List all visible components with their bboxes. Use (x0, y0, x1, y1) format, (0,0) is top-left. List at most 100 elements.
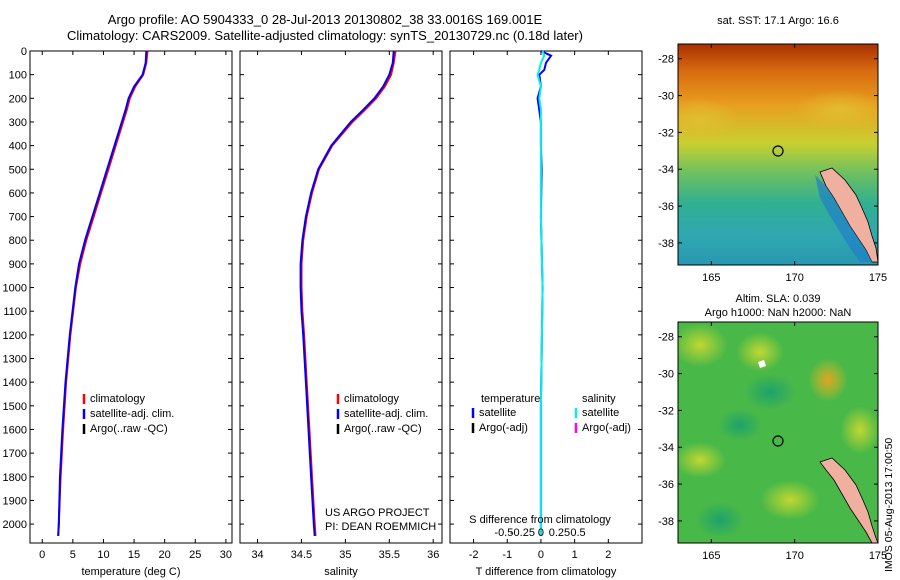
top-x-axis-label: S difference from climatology (469, 514, 611, 526)
x-tick-label: 10 (97, 549, 109, 561)
x-tick-label: 0 (39, 549, 45, 561)
salinity-difference-legend-label: Argo(-adj) (582, 422, 631, 434)
temperature-panel-frame (29, 50, 233, 544)
title-line-2: Climatology: CARS2009. Satellite-adjuste… (67, 28, 583, 43)
series-line (536, 50, 553, 536)
sla-map-cool-patch (696, 502, 744, 538)
x-tick-label: 20 (159, 549, 171, 561)
map-x-tick-label: 175 (869, 550, 887, 562)
y-tick-label: 0 (21, 46, 27, 58)
temperature-difference-legend-label: satellite (479, 407, 516, 419)
salinity-difference-legend-label: satellite (582, 407, 619, 419)
sla-map-white-patch (758, 360, 766, 368)
map-y-tick-label: -32 (658, 405, 674, 417)
salinity-legend-label: Argo(..raw -QC) (344, 423, 422, 435)
y-tick-label: 200 (9, 93, 27, 105)
y-tick-label: 500 (9, 164, 27, 176)
y-tick-label: 1300 (3, 354, 27, 366)
sla-map-cool-patch (718, 409, 762, 441)
map-title: Altim. SLA: 0.039 (736, 293, 821, 305)
top-x-tick-label: -0.5 (494, 527, 513, 539)
x-axis-label: salinity (324, 566, 358, 578)
x-tick-label: 35.5 (379, 549, 400, 561)
map-x-tick-label: 165 (702, 272, 720, 284)
temperature-legend-label: climatology (90, 393, 146, 405)
map-y-tick-label: -36 (658, 201, 674, 213)
temperature-legend-label: Argo(..raw -QC) (90, 423, 168, 435)
sla-map-coastline (819, 457, 878, 543)
chart-marks: 0100200300400500600700800900100011001200… (3, 15, 888, 578)
series-line (57, 50, 148, 536)
difference-panel-frame (449, 50, 643, 544)
x-tick-label: 30 (220, 549, 232, 561)
map-y-tick-label: -34 (658, 442, 674, 454)
map-x-tick-label: 170 (785, 550, 803, 562)
x-tick-label: 1 (572, 549, 578, 561)
sst-map (677, 43, 879, 266)
sla-map (677, 321, 879, 544)
temperature-difference-legend-label: Argo(-adj) (479, 422, 528, 434)
x-tick-label: 34.5 (291, 549, 312, 561)
y-tick-label: 1100 (3, 306, 27, 318)
y-tick-label: 800 (9, 235, 27, 247)
annotation-line: US ARGO PROJECT (325, 507, 430, 519)
temperature-panel (29, 50, 233, 544)
difference-panel (449, 50, 643, 544)
difference-legend-title: temperature (481, 393, 540, 405)
map-y-tick-label: -34 (658, 164, 674, 176)
map-y-tick-label: -36 (658, 479, 674, 491)
top-x-tick-label: 0.25 (549, 527, 570, 539)
y-tick-label: 300 (9, 117, 27, 129)
x-tick-label: 35 (339, 549, 351, 561)
y-tick-label: 1700 (3, 448, 27, 460)
y-tick-label: 1600 (3, 424, 27, 436)
sst-map-shelf (815, 175, 872, 262)
sla-map-yellow-patch (760, 480, 820, 520)
map-y-tick-label: -32 (658, 127, 674, 139)
y-tick-label: 1000 (3, 283, 27, 295)
y-tick-label: 600 (9, 188, 27, 200)
x-axis-label: T difference from climatology (476, 566, 617, 578)
sla-map-yellow-patch (736, 332, 784, 372)
x-tick-label: -2 (469, 549, 479, 561)
series-line (57, 50, 149, 536)
x-axis-label: temperature (deg C) (81, 566, 180, 578)
map-title: Argo h1000: NaN h2000: NaN (705, 307, 852, 319)
map-title: sat. SST: 17.1 Argo: 16.6 (717, 15, 839, 27)
sla-map-yellow-patch (840, 406, 878, 454)
sst-map-warm-patch (678, 98, 740, 142)
x-tick-label: 5 (70, 549, 76, 561)
top-x-tick-label: 0.5 (570, 527, 585, 539)
sst-map-float-marker (772, 145, 784, 157)
series-line (299, 50, 395, 536)
salinity-panel-frame (239, 50, 443, 544)
annotation-line: PI: DEAN ROEMMICH (325, 521, 436, 533)
x-tick-label: 25 (189, 549, 201, 561)
x-tick-label: 15 (128, 549, 140, 561)
y-tick-label: 100 (9, 70, 27, 82)
y-tick-label: 400 (9, 141, 27, 153)
map-x-tick-label: 170 (785, 272, 803, 284)
top-x-tick-label: -0.25 (510, 527, 535, 539)
series-line (536, 50, 546, 536)
temperature-legend-label: satellite-adj. clim. (90, 408, 174, 420)
y-tick-label: 2000 (3, 519, 27, 531)
top-x-tick-label: 0 (538, 527, 544, 539)
salinity-legend-label: satellite-adj. clim. (344, 408, 428, 420)
map-y-tick-label: -38 (658, 238, 674, 250)
y-tick-label: 900 (9, 259, 27, 271)
sla-map-frame (677, 321, 879, 544)
sst-map-frame (677, 43, 879, 266)
y-tick-label: 1400 (3, 377, 27, 389)
y-tick-label: 1500 (3, 401, 27, 413)
salinity-legend-label: climatology (344, 393, 400, 405)
map-y-tick-label: -30 (658, 91, 674, 103)
x-tick-label: 36 (427, 549, 439, 561)
y-tick-label: 1800 (3, 472, 27, 484)
map-x-tick-label: 175 (869, 272, 887, 284)
x-tick-label: 0 (538, 549, 544, 561)
difference-legend-title: salinity (582, 393, 616, 405)
y-tick-label: 1200 (3, 330, 27, 342)
map-y-tick-label: -28 (658, 332, 674, 344)
